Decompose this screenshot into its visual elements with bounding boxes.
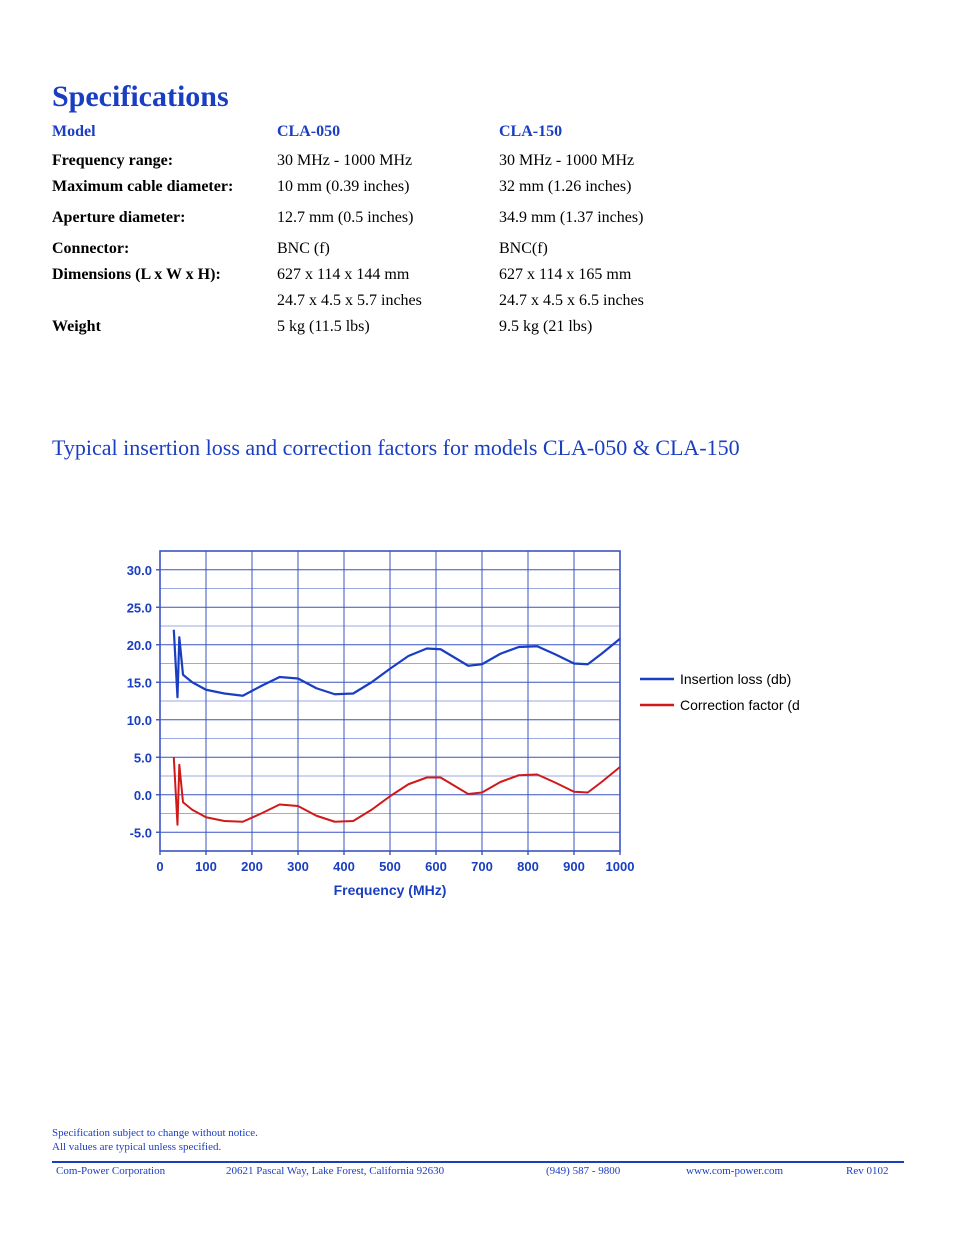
spec-row-value: 34.9 mm (1.37 inches) [499,200,739,231]
svg-text:5.0: 5.0 [134,750,152,765]
svg-text:0.0: 0.0 [134,788,152,803]
svg-text:0: 0 [156,859,163,874]
disclaimer: Specification subject to change without … [52,1126,904,1155]
svg-text:500: 500 [379,859,401,874]
svg-text:30.0: 30.0 [127,563,152,578]
svg-text:10.0: 10.0 [127,713,152,728]
spec-row-value: 24.7 x 4.5 x 5.7 inches [277,288,499,314]
svg-text:800: 800 [517,859,539,874]
spec-row-label: Connector: [52,231,277,262]
spec-row-label [52,288,277,314]
spec-header-col1: CLA-050 [277,118,499,148]
footer-phone: (949) 587 - 9800 [546,1165,686,1177]
spec-row-value: 627 x 114 x 144 mm [277,262,499,288]
footer-company: Com-Power Corporation [56,1165,226,1177]
svg-text:Insertion loss (db): Insertion loss (db) [680,671,791,687]
spec-row-label: Frequency range: [52,148,277,174]
svg-text:300: 300 [287,859,309,874]
spec-table: Model CLA-050 CLA-150 Frequency range:30… [52,118,904,340]
svg-text:25.0: 25.0 [127,600,152,615]
spec-row-label: Weight [52,314,277,340]
spec-row-value: 24.7 x 4.5 x 6.5 inches [499,288,739,314]
svg-text:1000: 1000 [606,859,635,874]
spec-row-label: Dimensions (L x W x H): [52,262,277,288]
svg-text:100: 100 [195,859,217,874]
spec-row-label: Maximum cable diameter: [52,174,277,200]
footer-rule [52,1161,904,1163]
spec-row-value: 10 mm (0.39 inches) [277,174,499,200]
footer-rev: Rev 0102 [846,1165,916,1177]
svg-text:-5.0: -5.0 [130,825,152,840]
spec-header-model: Model [52,118,277,148]
disclaimer-line: All values are typical unless specified. [52,1140,904,1154]
footer-address: 20621 Pascal Way, Lake Forest, Californi… [226,1165,546,1177]
spec-row-value: 12.7 mm (0.5 inches) [277,200,499,231]
spec-row-value: 32 mm (1.26 inches) [499,174,739,200]
line-chart-svg: -5.0 0.0 5.0 10.0 15.0 20.0 25.0 30.0 0 100 200 300… [100,541,860,921]
spec-row-value: 30 MHz - 1000 MHz [499,148,739,174]
svg-text:700: 700 [471,859,493,874]
spec-row-value: BNC (f) [277,231,499,262]
chart: -5.0 0.0 5.0 10.0 15.0 20.0 25.0 30.0 0 100 200 300… [100,541,904,926]
spec-row-value: 5 kg (11.5 lbs) [277,314,499,340]
svg-text:15.0: 15.0 [127,675,152,690]
spec-row-value: 627 x 114 x 165 mm [499,262,739,288]
svg-text:600: 600 [425,859,447,874]
spec-row-value: BNC(f) [499,231,739,262]
footer: Com-Power Corporation 20621 Pascal Way, … [52,1165,904,1177]
svg-text:20.0: 20.0 [127,638,152,653]
svg-text:200: 200 [241,859,263,874]
svg-text:400: 400 [333,859,355,874]
svg-text:900: 900 [563,859,585,874]
spec-row-value: 30 MHz - 1000 MHz [277,148,499,174]
svg-text:Frequency (MHz): Frequency (MHz) [334,882,447,898]
footer-url: www.com-power.com [686,1165,846,1177]
spec-row-label: Aperture diameter: [52,200,277,231]
page-title: Specifications [52,80,904,114]
disclaimer-line: Specification subject to change without … [52,1126,904,1140]
svg-text:Correction factor (d: Correction factor (d [680,697,800,713]
spec-header-col2: CLA-150 [499,118,739,148]
chart-heading: Typical insertion loss and correction fa… [52,435,904,461]
spec-row-value: 9.5 kg (21 lbs) [499,314,739,340]
